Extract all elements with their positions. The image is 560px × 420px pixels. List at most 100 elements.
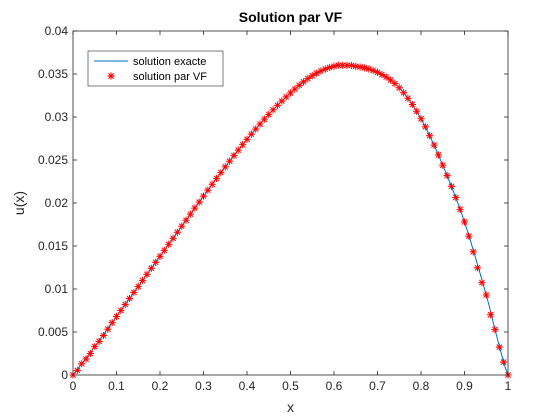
data-point-marker (417, 115, 425, 123)
data-point-marker (256, 120, 264, 128)
star-stroke (344, 62, 350, 69)
star-stroke (257, 121, 263, 127)
data-point-marker (460, 218, 469, 226)
star-stroke (296, 82, 303, 89)
x-tick-label: 0 (70, 379, 77, 393)
data-point-marker (404, 94, 412, 102)
star-stroke (217, 169, 224, 176)
star-stroke (487, 311, 494, 318)
data-point-marker (356, 63, 364, 71)
star-stroke (431, 142, 437, 149)
star-stroke (339, 62, 346, 69)
star-stroke (396, 84, 403, 91)
data-point-marker (156, 252, 164, 260)
star-stroke (170, 235, 176, 242)
data-point-marker (147, 264, 155, 272)
star-stroke (239, 141, 246, 148)
data-point-marker (456, 205, 464, 213)
star-stroke (465, 233, 472, 240)
data-point-marker (230, 152, 238, 160)
series-layer (69, 61, 512, 379)
data-point-marker (239, 141, 247, 149)
x-tick-label: 1 (505, 379, 512, 393)
data-point-marker (443, 171, 451, 180)
star-stroke (418, 115, 424, 122)
y-tick-label: 0.035 (38, 67, 68, 81)
data-point-marker (299, 78, 308, 86)
star-stroke (96, 338, 103, 345)
star-stroke (113, 313, 120, 320)
data-point-marker (252, 125, 260, 133)
data-point-marker (334, 61, 342, 69)
star-stroke (148, 265, 155, 272)
star-stroke (117, 307, 124, 314)
star-stroke (435, 152, 442, 158)
y-tick-label: 0.025 (38, 153, 68, 167)
data-point-marker (326, 63, 334, 72)
data-point-marker (395, 84, 403, 92)
data-point-marker (195, 198, 203, 206)
data-point-marker (95, 337, 103, 346)
data-point-marker (487, 311, 495, 319)
star-stroke (270, 106, 277, 113)
star-stroke (461, 218, 468, 225)
data-point-marker (143, 270, 151, 278)
data-point-marker (295, 81, 303, 89)
star-stroke (130, 289, 137, 296)
data-point-marker (465, 232, 473, 240)
star-stroke (370, 67, 377, 74)
data-point-marker (269, 106, 277, 114)
star-stroke (457, 206, 464, 213)
star-stroke (426, 132, 433, 139)
data-point-marker (165, 240, 173, 248)
star-stroke (378, 71, 385, 78)
data-point-marker (308, 72, 316, 80)
star-stroke (470, 248, 477, 255)
star-stroke (108, 73, 114, 79)
data-point-marker (221, 163, 229, 171)
star-stroke (200, 193, 207, 200)
star-stroke (87, 350, 94, 357)
data-point-marker (204, 186, 212, 194)
star-stroke (187, 211, 194, 218)
x-tick-label: 0.2 (152, 379, 169, 393)
data-point-marker (217, 169, 225, 177)
star-stroke (248, 131, 255, 138)
star-stroke (274, 102, 281, 109)
star-stroke (313, 70, 320, 77)
x-tick-label: 0.5 (282, 379, 299, 393)
data-point-marker (178, 222, 186, 230)
legend-label: solution par VF (133, 71, 207, 83)
data-point-marker (117, 306, 125, 315)
data-point-marker (125, 294, 134, 303)
star-stroke (391, 80, 398, 87)
y-tick-label: 0.015 (38, 239, 68, 253)
data-point-marker (413, 107, 421, 115)
data-point-marker (482, 291, 490, 299)
data-point-marker (243, 135, 251, 143)
x-axis-ticks: 0 0.1 0.2 0.3 0.4 0.5 0.6 0.7 0.8 0.9 1 (70, 31, 512, 393)
legend-marker-swatch (107, 72, 115, 80)
data-point-marker (382, 73, 390, 81)
y-tick-label: 0.01 (45, 282, 69, 296)
data-point-marker (330, 62, 338, 70)
star-stroke (144, 271, 150, 278)
star-stroke (383, 74, 390, 80)
data-point-marker (104, 325, 112, 333)
data-point-marker (86, 349, 94, 358)
star-stroke (478, 279, 485, 286)
star-stroke (483, 292, 490, 298)
star-stroke (191, 205, 198, 212)
x-tick-label: 0.3 (195, 379, 212, 393)
star-stroke (300, 78, 307, 85)
legend-box (87, 50, 224, 87)
star-stroke (374, 69, 381, 76)
star-stroke (161, 247, 168, 254)
data-point-marker (339, 61, 347, 69)
star-stroke (331, 63, 337, 70)
star-stroke (165, 241, 172, 248)
data-point-marker (182, 216, 190, 224)
y-tick-label: 0 (61, 368, 68, 382)
star-stroke (261, 116, 268, 123)
data-point-marker (91, 343, 99, 351)
